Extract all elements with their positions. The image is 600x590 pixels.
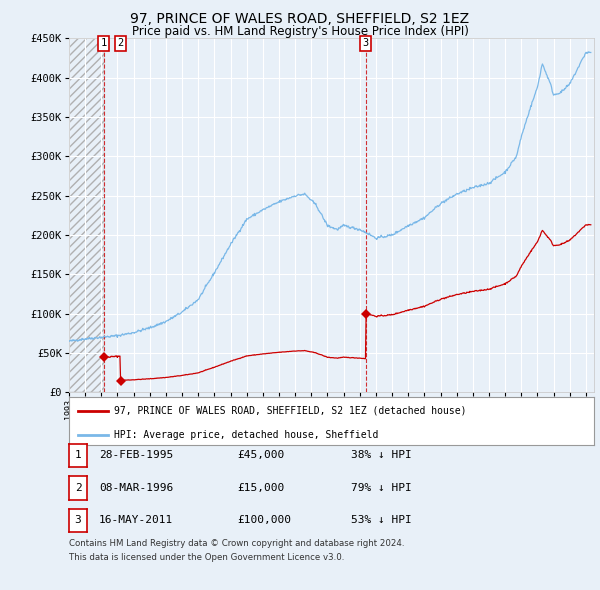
Text: 2: 2	[118, 38, 124, 48]
Text: 3: 3	[74, 516, 82, 525]
Text: 1: 1	[74, 451, 82, 460]
Text: HPI: Average price, detached house, Sheffield: HPI: Average price, detached house, Shef…	[113, 430, 378, 440]
Text: 16-MAY-2011: 16-MAY-2011	[99, 516, 173, 525]
Text: 79% ↓ HPI: 79% ↓ HPI	[351, 483, 412, 493]
Text: Price paid vs. HM Land Registry's House Price Index (HPI): Price paid vs. HM Land Registry's House …	[131, 25, 469, 38]
Text: 97, PRINCE OF WALES ROAD, SHEFFIELD, S2 1EZ (detached house): 97, PRINCE OF WALES ROAD, SHEFFIELD, S2 …	[113, 405, 466, 415]
Text: £100,000: £100,000	[237, 516, 291, 525]
Text: £45,000: £45,000	[237, 451, 284, 460]
Bar	[69, 38, 104, 392]
Text: 28-FEB-1995: 28-FEB-1995	[99, 451, 173, 460]
Text: 38% ↓ HPI: 38% ↓ HPI	[351, 451, 412, 460]
Text: 53% ↓ HPI: 53% ↓ HPI	[351, 516, 412, 525]
Text: 97, PRINCE OF WALES ROAD, SHEFFIELD, S2 1EZ: 97, PRINCE OF WALES ROAD, SHEFFIELD, S2 …	[130, 12, 470, 26]
Text: Contains HM Land Registry data © Crown copyright and database right 2024.: Contains HM Land Registry data © Crown c…	[69, 539, 404, 548]
Text: 2: 2	[74, 483, 82, 493]
Text: This data is licensed under the Open Government Licence v3.0.: This data is licensed under the Open Gov…	[69, 553, 344, 562]
Bar	[69, 38, 104, 392]
Text: 08-MAR-1996: 08-MAR-1996	[99, 483, 173, 493]
Text: £15,000: £15,000	[237, 483, 284, 493]
Text: 1: 1	[101, 38, 107, 48]
Text: 3: 3	[362, 38, 369, 48]
